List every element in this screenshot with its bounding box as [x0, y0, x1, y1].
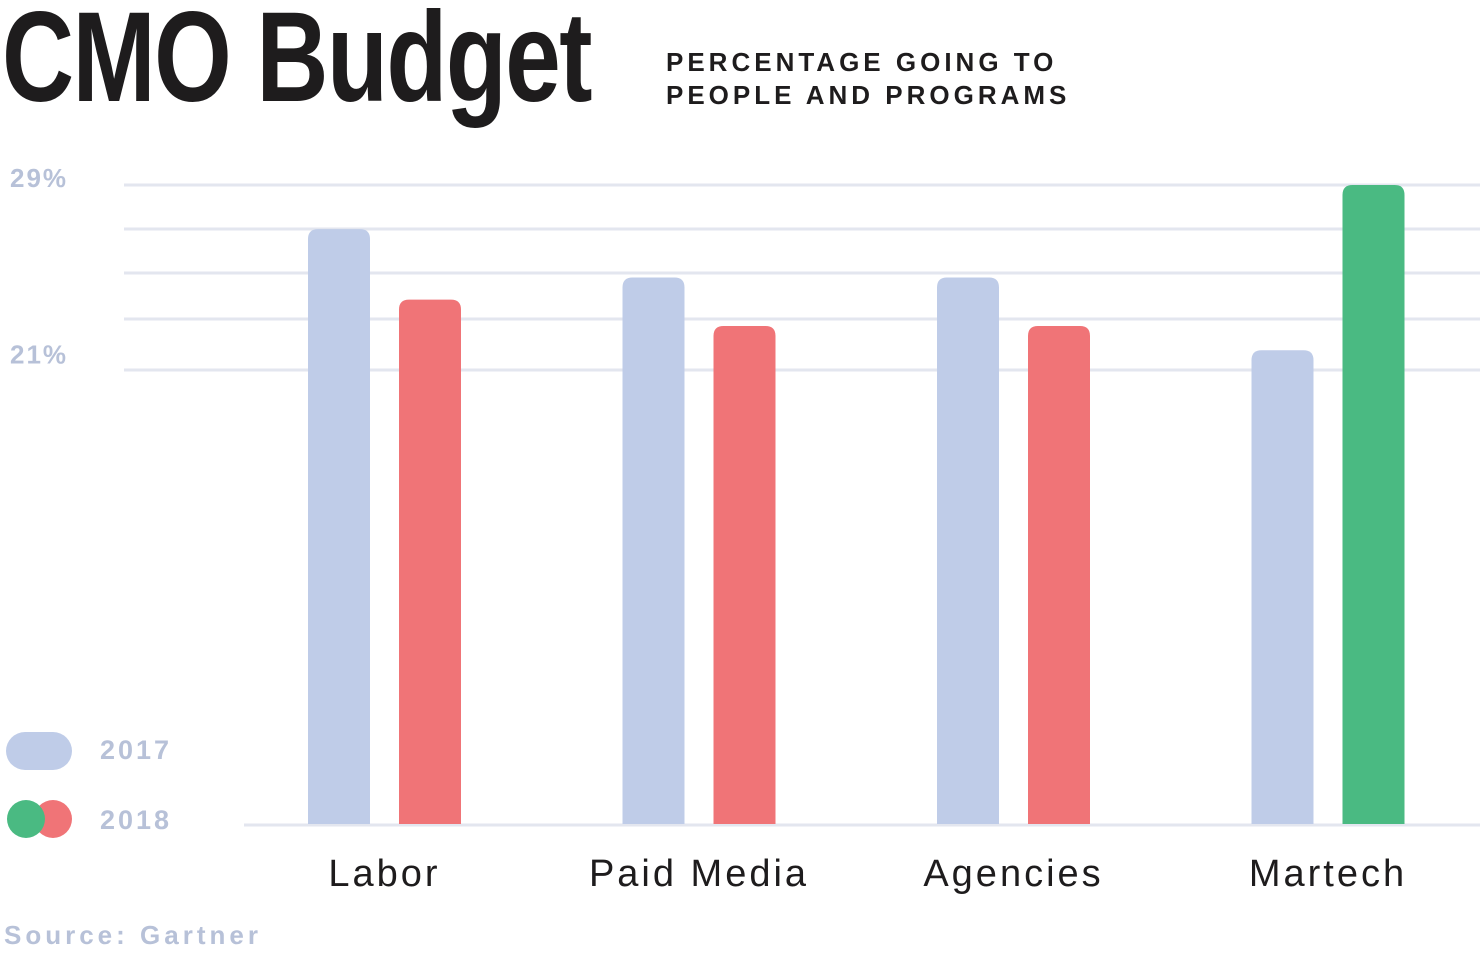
bar-martech-2018 — [1342, 185, 1405, 824]
bar-paid-media-2017 — [622, 277, 685, 825]
x-tick-label-labor: Labor — [328, 853, 440, 895]
source-note: Source: Gartner — [4, 920, 262, 950]
chart-subtitle: PERCENTAGE GOING TO PEOPLE AND PROGRAMS — [666, 46, 1070, 112]
x-tick-label-agencies: Agencies — [923, 853, 1103, 895]
chart-title: CMO Budget — [2, 0, 592, 129]
subtitle-line-1: PERCENTAGE GOING TO — [666, 47, 1058, 77]
subtitle-line-2: PEOPLE AND PROGRAMS — [666, 80, 1071, 110]
x-tick-label-martech: Martech — [1249, 853, 1407, 895]
bar-agencies-2018 — [1028, 326, 1090, 824]
bar-labor-2017 — [308, 229, 370, 824]
light-blue-pill-icon — [6, 732, 72, 770]
y-tick-label-1: 21% — [10, 339, 68, 369]
bar-labor-2018 — [399, 299, 461, 824]
bar-agencies-2017 — [937, 277, 999, 825]
legend-label-2018: 2018 — [100, 805, 173, 835]
y-tick-label-0: 29% — [10, 163, 68, 193]
bar-martech-2017 — [1251, 350, 1314, 824]
legend-label-2017: 2017 — [100, 735, 173, 765]
bar-paid-media-2018 — [713, 326, 776, 824]
green-red-dots-icon — [7, 800, 72, 838]
x-tick-label-paid-media: Paid Media — [589, 853, 809, 895]
